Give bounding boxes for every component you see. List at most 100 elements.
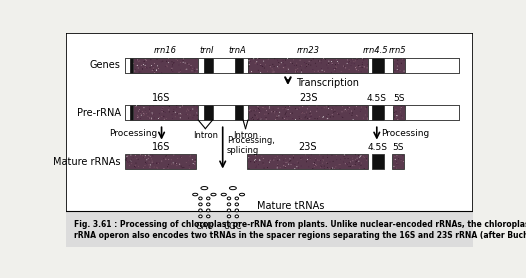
Point (348, 156, 357, 160)
Point (296, 58, 304, 62)
Ellipse shape (235, 209, 238, 212)
Point (357, 163, 365, 167)
Point (353, 57, 361, 62)
Point (276, 63, 284, 67)
Point (283, 160, 291, 164)
Text: Processing: Processing (381, 129, 429, 138)
Point (186, 155, 194, 159)
Point (182, 61, 190, 66)
Point (264, 57, 272, 61)
Point (150, 61, 158, 66)
Point (246, 110, 254, 114)
Point (332, 64, 340, 68)
Point (252, 106, 260, 110)
Point (149, 67, 157, 71)
Point (392, 161, 401, 166)
Point (150, 70, 159, 75)
Bar (125, 58, 459, 73)
Point (140, 112, 149, 116)
Point (393, 58, 402, 63)
Point (348, 58, 356, 62)
Point (344, 60, 352, 65)
Point (189, 107, 197, 111)
Ellipse shape (207, 197, 210, 200)
Point (311, 158, 320, 163)
Point (356, 109, 365, 114)
Point (177, 112, 185, 116)
Point (163, 153, 171, 158)
Point (169, 162, 177, 166)
Point (316, 69, 324, 74)
Point (320, 106, 328, 110)
Point (154, 161, 163, 166)
Point (184, 116, 193, 120)
Ellipse shape (227, 209, 231, 212)
Point (322, 104, 330, 108)
Point (129, 61, 138, 66)
Point (254, 104, 262, 109)
Point (286, 157, 294, 161)
Bar (243, 58, 248, 73)
Point (140, 153, 148, 157)
Point (146, 154, 154, 158)
Point (330, 68, 339, 72)
Point (291, 68, 300, 72)
Point (257, 63, 265, 68)
Point (249, 57, 258, 61)
Point (180, 61, 188, 66)
Point (138, 66, 147, 71)
Point (392, 108, 400, 112)
Point (265, 158, 273, 163)
Point (393, 113, 401, 118)
Point (135, 107, 144, 111)
Point (193, 111, 201, 115)
Point (314, 69, 322, 73)
Point (346, 59, 354, 64)
Point (281, 156, 290, 161)
Point (307, 112, 316, 116)
Point (136, 110, 145, 114)
Point (313, 106, 321, 111)
Bar (213, 105, 235, 120)
Point (319, 158, 328, 163)
Ellipse shape (235, 203, 238, 206)
Point (397, 104, 406, 108)
Point (257, 116, 265, 120)
Point (394, 157, 403, 161)
Point (149, 66, 158, 70)
Point (149, 112, 157, 117)
Point (356, 64, 364, 69)
Point (133, 156, 141, 161)
Point (310, 163, 319, 167)
Point (302, 160, 311, 164)
Point (175, 112, 183, 116)
Point (274, 158, 282, 163)
Point (268, 70, 276, 74)
Point (360, 65, 369, 70)
Point (170, 61, 179, 65)
Point (363, 56, 371, 61)
Point (161, 157, 170, 161)
Point (245, 109, 254, 113)
Text: rRNA operon also encodes two tRNAs in the spacer regions separating the 16S and : rRNA operon also encodes two tRNAs in th… (74, 231, 526, 240)
Point (333, 62, 342, 66)
Point (318, 164, 326, 169)
Point (269, 68, 277, 72)
Point (296, 64, 305, 69)
Point (351, 157, 360, 162)
Point (270, 70, 278, 74)
Point (147, 58, 155, 62)
Point (193, 106, 201, 110)
Point (357, 153, 365, 158)
Point (397, 114, 406, 118)
Point (190, 162, 199, 166)
Point (269, 62, 277, 66)
Point (272, 109, 280, 114)
Point (148, 159, 156, 163)
Point (252, 60, 260, 65)
Point (323, 165, 332, 170)
Point (287, 60, 295, 64)
Point (154, 64, 162, 68)
Point (324, 61, 332, 66)
Point (396, 68, 404, 73)
